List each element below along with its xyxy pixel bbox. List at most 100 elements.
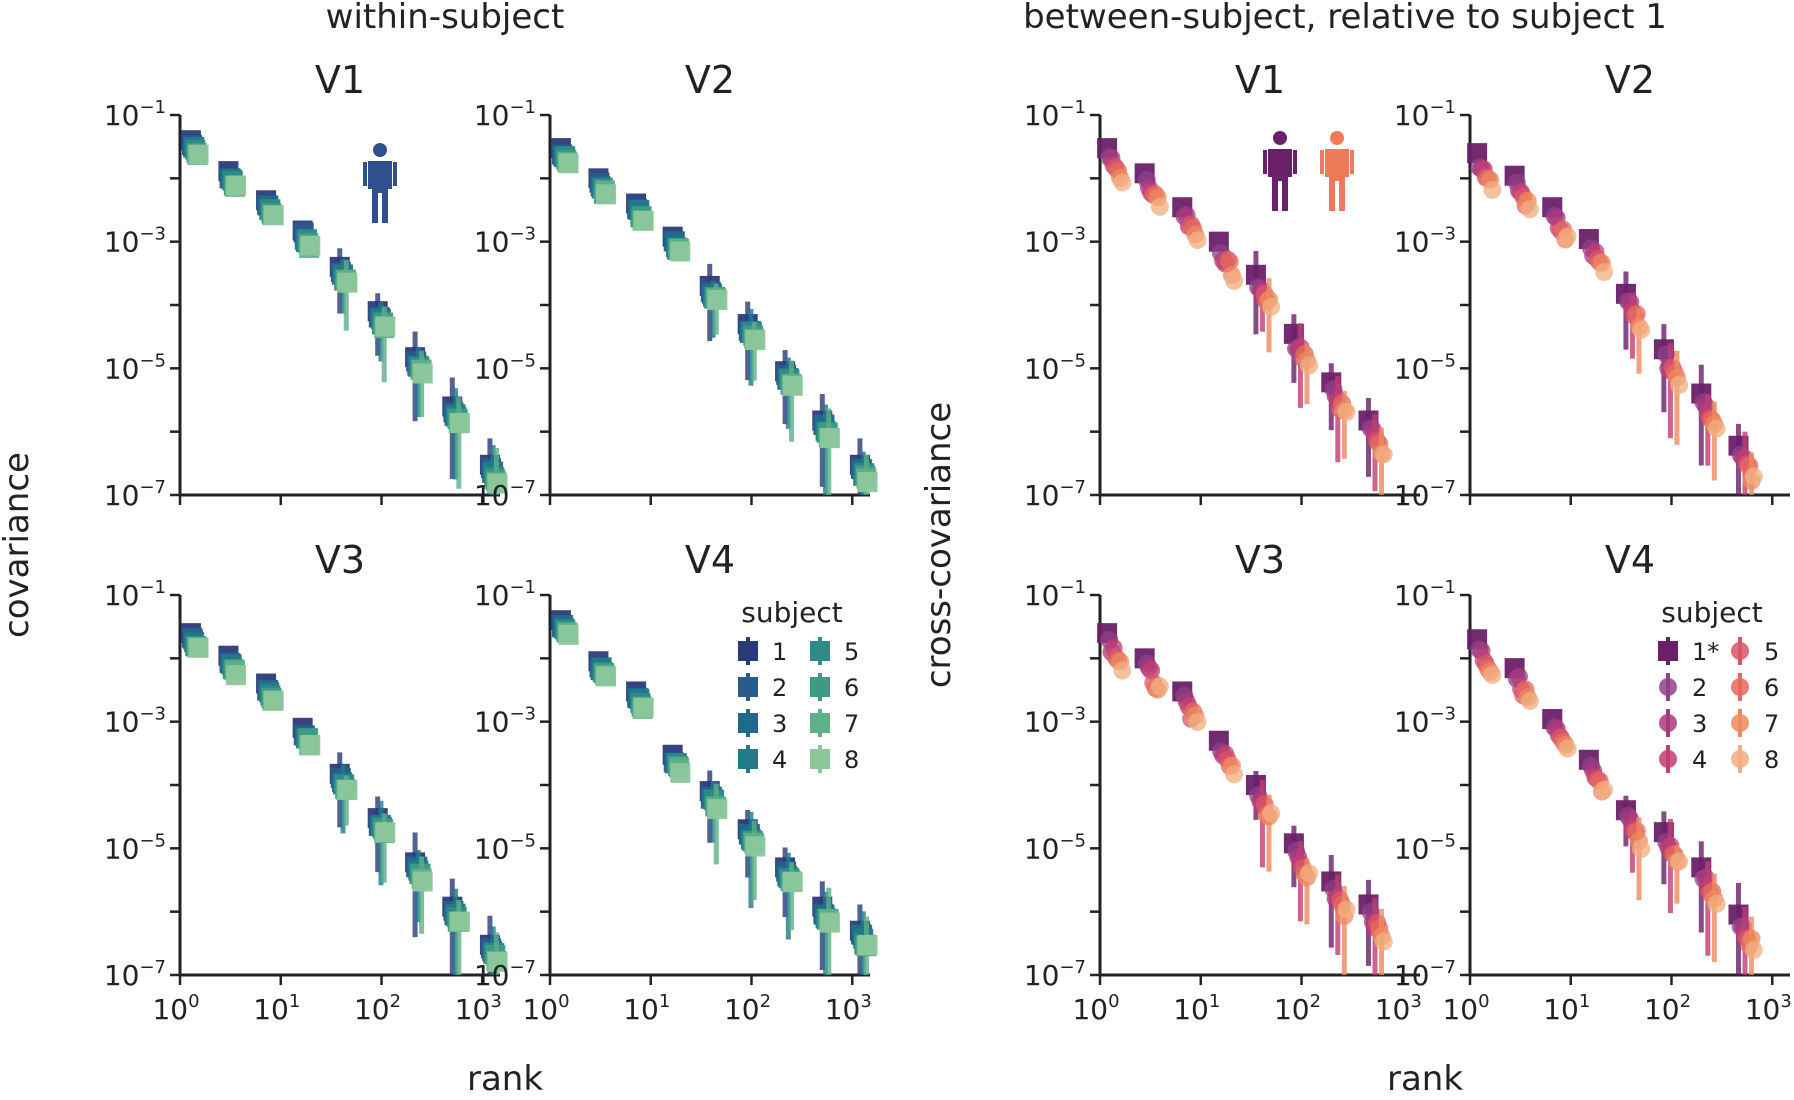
y-tick-label: 10−5 xyxy=(1394,830,1456,865)
marker-subject-8 xyxy=(857,934,878,955)
legend-label-8: 8 xyxy=(1764,746,1779,774)
marker-subject-8 xyxy=(263,205,284,226)
marker-subject-8 xyxy=(412,363,433,384)
y-tick-label: 10−7 xyxy=(1024,477,1086,512)
x-tick-label: 102 xyxy=(1644,991,1691,1026)
x-tick-label: 101 xyxy=(623,991,670,1026)
marker-subject-8 xyxy=(1113,661,1132,680)
marker-subject-8 xyxy=(1744,940,1763,959)
marker-subject-8 xyxy=(1595,263,1614,282)
panel-title-within-V2: V2 xyxy=(685,58,735,102)
x-tick-label: 101 xyxy=(253,991,300,1026)
legend-within: subject 1 2 3 4 5 6 7 8 xyxy=(738,596,859,774)
y-tick-label: 10−7 xyxy=(474,957,536,992)
marker-subject-8 xyxy=(1150,677,1169,696)
marker-subject-8 xyxy=(188,144,209,165)
y-tick-label: 10−5 xyxy=(474,830,536,865)
marker-subject-8 xyxy=(707,290,728,311)
person-icon-subject-2-head xyxy=(1330,131,1344,145)
marker-subject-8 xyxy=(1262,804,1281,823)
x-tick-label: 103 xyxy=(1745,991,1792,1026)
panel-title-within-V1: V1 xyxy=(315,58,365,102)
marker-subject-8 xyxy=(1483,180,1502,199)
marker-subject-8 xyxy=(558,624,579,645)
x-axis-label-within: rank xyxy=(467,1059,543,1099)
legend-label-3: 3 xyxy=(1692,710,1707,738)
panel-title-within-V3: V3 xyxy=(315,538,365,582)
y-tick-label: 10−7 xyxy=(1394,477,1456,512)
marker-subject-8 xyxy=(1225,765,1244,784)
x-tick-label: 102 xyxy=(724,991,771,1026)
y-tick-label: 10−3 xyxy=(474,704,536,739)
y-tick-label: 10−3 xyxy=(474,224,536,259)
marker-subject-8 xyxy=(1337,402,1356,421)
x-tick-label: 103 xyxy=(455,991,502,1026)
panel-title-between-V3: V3 xyxy=(1235,538,1285,582)
legend-marker-6 xyxy=(810,677,830,697)
marker-subject-8 xyxy=(1744,467,1763,486)
x-tick-label: 103 xyxy=(825,991,872,1026)
y-tick-label: 10−5 xyxy=(474,350,536,385)
legend-marker-7 xyxy=(1731,714,1749,732)
marker-subject-8 xyxy=(633,210,654,231)
marker-subject-8 xyxy=(857,472,878,493)
x-tick-label: 100 xyxy=(152,991,199,1026)
marker-subject-8 xyxy=(1374,932,1393,951)
legend-marker-8 xyxy=(1731,750,1749,768)
y-tick-label: 10−7 xyxy=(104,477,166,512)
marker-subject-8 xyxy=(1558,739,1577,758)
legend-between: subject 1* 2 3 4 5 6 7 8 xyxy=(1658,596,1779,774)
legend-label-1*: 1* xyxy=(1692,638,1719,666)
x-tick-label: 100 xyxy=(1072,991,1119,1026)
person-icon-subject-1-body xyxy=(1263,149,1297,211)
person-icon-subject-2 xyxy=(1320,131,1354,211)
legend-marker-8 xyxy=(810,749,830,769)
y-tick-label: 10−1 xyxy=(474,577,536,612)
legend-label-3: 3 xyxy=(772,710,787,738)
marker-subject-8 xyxy=(745,330,766,351)
marker-subject-8 xyxy=(188,637,209,658)
y-tick-label: 10−7 xyxy=(474,477,536,512)
marker-subject-8 xyxy=(1707,419,1726,438)
x-tick-label: 100 xyxy=(522,991,569,1026)
y-tick-label: 10−1 xyxy=(104,577,166,612)
marker-subject-8 xyxy=(633,697,654,718)
marker-subject-8 xyxy=(263,690,284,711)
section-title-within: within-subject xyxy=(326,0,565,37)
legend-label-7: 7 xyxy=(844,710,859,738)
legend-label-6: 6 xyxy=(844,674,859,702)
legend-marker-7 xyxy=(810,713,830,733)
marker-subject-8 xyxy=(596,184,617,205)
marker-subject-8 xyxy=(1558,227,1577,246)
person-icon-head xyxy=(373,143,387,157)
marker-subject-8 xyxy=(1632,840,1651,859)
marker-subject-8 xyxy=(226,665,247,686)
legend-label-8: 8 xyxy=(844,746,859,774)
marker-subject-8 xyxy=(1670,376,1689,395)
marker-subject-8 xyxy=(449,412,470,433)
y-axis-label-within: covariance xyxy=(0,452,37,638)
marker-subject-8 xyxy=(1595,780,1614,799)
legend-marker-5 xyxy=(810,641,830,661)
legend-marker-6 xyxy=(1731,678,1749,696)
legend-label-2: 2 xyxy=(772,674,787,702)
legend-marker-3 xyxy=(738,713,758,733)
section-titles: within-subject between-subject, relative… xyxy=(326,0,1667,37)
legend-marker-2 xyxy=(1659,678,1677,696)
marker-subject-8 xyxy=(707,799,728,820)
marker-subject-8 xyxy=(226,175,247,196)
legend-label-5: 5 xyxy=(844,638,859,666)
x-tick-label: 103 xyxy=(1375,991,1422,1026)
y-tick-label: 10−5 xyxy=(104,830,166,865)
marker-subject-8 xyxy=(337,272,358,293)
legend-title: subject xyxy=(741,596,843,629)
panel-title-between-V1: V1 xyxy=(1235,58,1285,102)
marker-subject-6 xyxy=(1220,252,1239,271)
legend-title: subject xyxy=(1661,596,1763,629)
y-tick-label: 10−3 xyxy=(104,224,166,259)
y-tick-label: 10−5 xyxy=(1024,350,1086,385)
